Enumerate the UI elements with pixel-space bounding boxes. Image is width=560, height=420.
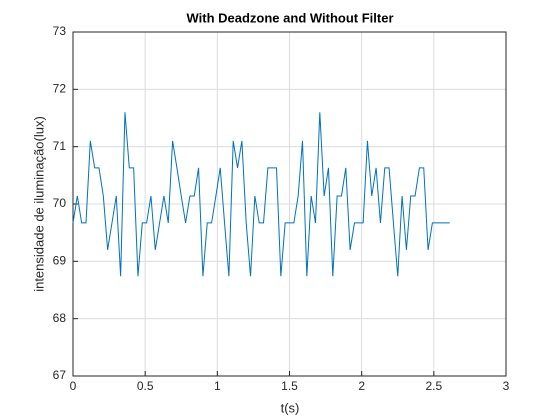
x-tick-label: 2: [358, 379, 365, 393]
y-tick-label: 68: [53, 311, 67, 325]
x-tick-label: 0: [70, 379, 77, 393]
data-line: [72, 112, 450, 277]
chart-title: With Deadzone and Without Filter: [186, 10, 393, 25]
x-tick-label: 0.5: [137, 379, 154, 393]
y-tick-label: 67: [53, 368, 67, 382]
axes-box: [72, 31, 507, 377]
y-tick-label: 71: [53, 139, 67, 153]
x-tick-label: 1.5: [281, 379, 298, 393]
x-axis-label: t(s): [281, 400, 300, 415]
y-tick-label: 69: [53, 254, 67, 268]
x-tick-label: 1: [214, 379, 221, 393]
y-tick-label: 72: [53, 82, 67, 96]
y-tick-label: 70: [53, 196, 67, 210]
y-tick-label: 73: [53, 24, 67, 38]
y-axis-label: intensidade de iluminação(lux): [31, 116, 46, 292]
x-tick-label: 2.5: [425, 379, 442, 393]
x-tick-label: 3: [503, 379, 510, 393]
